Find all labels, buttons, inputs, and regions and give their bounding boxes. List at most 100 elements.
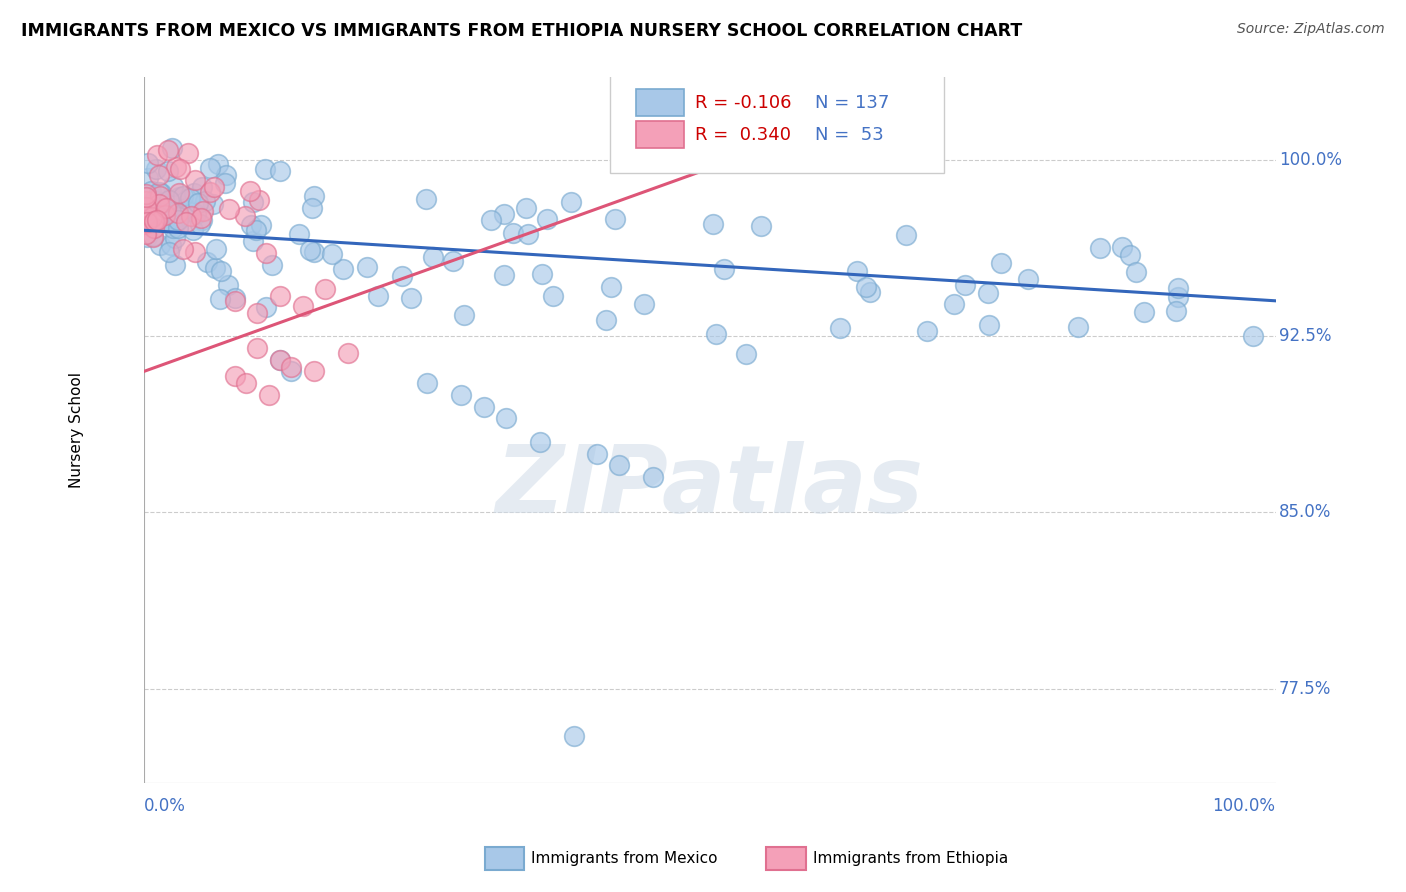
Point — [1088, 241, 1111, 255]
Point — [990, 256, 1012, 270]
Point — [280, 359, 302, 374]
Point — [174, 202, 197, 216]
Point — [450, 388, 472, 402]
Point — [249, 218, 271, 232]
Point — [155, 215, 177, 229]
Point — [321, 246, 343, 260]
Point — [163, 230, 186, 244]
Point — [1132, 305, 1154, 319]
Point — [246, 341, 269, 355]
Point — [181, 223, 204, 237]
Point — [702, 217, 724, 231]
Point — [269, 289, 291, 303]
Point — [603, 211, 626, 226]
Point — [135, 200, 157, 214]
Point — [184, 173, 207, 187]
Point — [157, 143, 180, 157]
Point — [633, 297, 655, 311]
Point — [600, 280, 623, 294]
Point — [135, 227, 157, 242]
Text: 0.0%: 0.0% — [145, 797, 186, 815]
Point — [205, 242, 228, 256]
Point — [894, 227, 917, 242]
Point — [184, 207, 207, 221]
Point — [1167, 281, 1189, 295]
Text: R = -0.106: R = -0.106 — [695, 94, 792, 112]
Point — [257, 388, 280, 402]
Point — [846, 264, 869, 278]
Point — [200, 161, 222, 176]
Point — [159, 208, 181, 222]
Point — [149, 188, 172, 202]
Point — [704, 326, 727, 341]
Point — [180, 209, 202, 223]
Point — [166, 210, 188, 224]
Point — [302, 244, 325, 259]
Point — [302, 364, 325, 378]
Point — [166, 206, 188, 220]
Point — [269, 352, 291, 367]
Point — [142, 214, 165, 228]
Text: 100.0%: 100.0% — [1279, 151, 1341, 169]
Point — [148, 238, 170, 252]
Text: R =  0.340: R = 0.340 — [695, 126, 792, 144]
Point — [165, 258, 187, 272]
Point — [160, 204, 183, 219]
Point — [157, 214, 180, 228]
Point — [169, 211, 191, 225]
Point — [141, 211, 163, 225]
Point — [218, 202, 240, 216]
Point — [190, 180, 212, 194]
Point — [562, 729, 585, 743]
Point — [541, 289, 564, 303]
Point — [176, 214, 198, 228]
Point — [1066, 320, 1088, 334]
Point — [204, 260, 226, 275]
Point — [209, 264, 232, 278]
Point — [190, 211, 212, 225]
Point — [169, 161, 191, 176]
Point — [138, 156, 160, 170]
Point — [301, 202, 323, 216]
Point — [142, 230, 165, 244]
Point — [153, 206, 176, 220]
FancyBboxPatch shape — [637, 89, 683, 116]
Text: 100.0%: 100.0% — [1212, 797, 1275, 815]
Point — [233, 209, 256, 223]
Point — [176, 146, 198, 161]
Point — [135, 186, 157, 201]
Point — [143, 213, 166, 227]
Point — [160, 141, 183, 155]
Point — [356, 260, 378, 274]
Point — [494, 268, 516, 283]
Point — [494, 207, 516, 221]
Point — [217, 277, 239, 292]
Point — [155, 202, 177, 216]
Point — [441, 253, 464, 268]
Point — [560, 194, 582, 209]
Point — [165, 161, 187, 175]
Point — [215, 168, 238, 182]
Point — [136, 229, 159, 244]
Point — [472, 400, 495, 414]
Point — [302, 189, 325, 203]
Point — [977, 318, 1000, 333]
Point — [240, 218, 263, 232]
Point — [830, 321, 852, 335]
Point — [150, 186, 173, 200]
Point — [157, 194, 180, 208]
Point — [1119, 247, 1142, 261]
Text: Immigrants from Ethiopia: Immigrants from Ethiopia — [813, 851, 1008, 865]
Point — [299, 244, 322, 258]
Point — [153, 213, 176, 227]
Point — [194, 194, 217, 208]
Point — [153, 206, 176, 220]
Point — [751, 219, 773, 234]
Point — [479, 213, 502, 227]
Point — [260, 258, 283, 272]
Point — [536, 212, 558, 227]
Point — [415, 192, 437, 206]
Point — [198, 186, 221, 200]
Point — [224, 293, 246, 308]
Point — [1125, 265, 1147, 279]
